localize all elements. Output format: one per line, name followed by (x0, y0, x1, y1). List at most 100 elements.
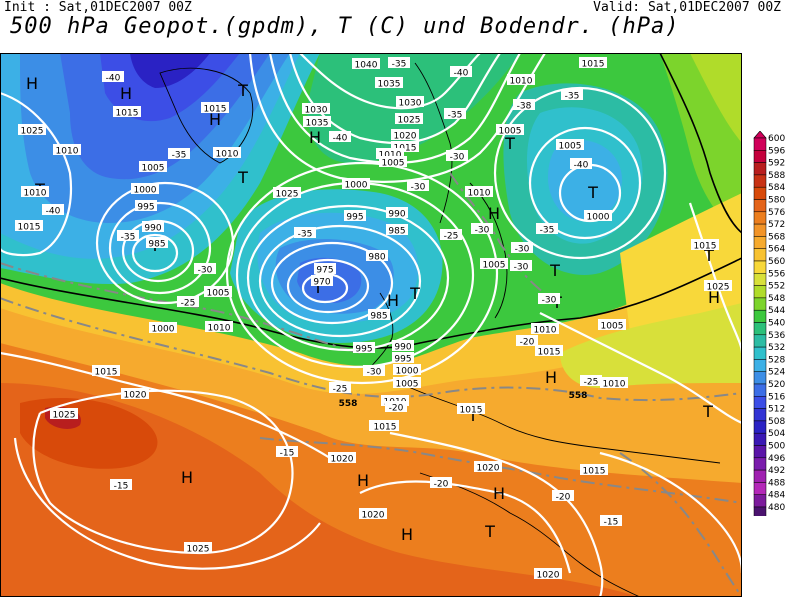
isotherm-20 (0, 297, 742, 402)
isobar-value-label: 1000 (396, 367, 419, 377)
low-center-label: T (504, 134, 515, 153)
isobar-value-label-box (303, 116, 331, 127)
isobar-value-label-box (121, 388, 149, 399)
isobar-value-label-box (584, 210, 612, 221)
contour-558-label: 558 (569, 391, 588, 401)
isobar-value-label-box (395, 113, 423, 124)
scale-swatch (753, 199, 767, 213)
scale-swatch (753, 371, 767, 385)
scale-swatch (753, 150, 767, 163)
scale-swatch (753, 457, 767, 471)
isobar-value-label-box (311, 275, 333, 286)
isobar-value-label-box (149, 322, 177, 333)
isobar-value-label: 1015 (374, 423, 397, 433)
scale-value-label: 600 (768, 134, 785, 144)
isobar-value-label: 1025 (53, 411, 76, 421)
isobar-value-label-box (366, 250, 388, 261)
isobar-value-label: 985 (148, 240, 165, 250)
isobar-value-label: 980 (368, 253, 385, 263)
scale-swatch (753, 469, 767, 483)
high-center-label: H (26, 74, 38, 93)
isotherm-value-label: -20 (434, 480, 449, 490)
isotherm-value-label-box (561, 89, 583, 100)
isotherm-value-label-box (276, 446, 298, 457)
isobar-value-label: 990 (394, 343, 411, 353)
isobar-value-label-box (507, 74, 535, 85)
isobar-value-label-box (396, 96, 424, 107)
isotherm-value-label: -35 (172, 151, 187, 161)
low-center-label: T (312, 278, 323, 297)
isobar-1020 (248, 53, 546, 183)
isobar-value-label: 970 (313, 278, 330, 288)
isobar-value-label: 1035 (378, 80, 401, 90)
isobar-value-label-box (204, 286, 232, 297)
isobar-west-1000 (95, 181, 235, 305)
isobar-east-1010 (493, 86, 667, 260)
isotherm-value-label: -40 (106, 74, 121, 84)
isotherm-value-label-box (329, 131, 351, 142)
isobar-value-label: 1025 (707, 283, 730, 293)
scale-value-label: 564 (768, 245, 785, 255)
scale-swatch (753, 506, 767, 516)
scale-value-label: 568 (768, 232, 785, 242)
isotherm-value-label: -30 (411, 183, 426, 193)
scale-value-label: 480 (768, 503, 785, 513)
isotherm-value-label-box (363, 365, 385, 376)
high-center-label: H (309, 128, 321, 147)
isobar-value-label-box (376, 148, 404, 159)
isobar-1015-ne (688, 202, 742, 354)
isotherm-value-label: -25 (333, 385, 348, 395)
scale-value-label: 532 (768, 343, 785, 353)
isobar-value-label-box (391, 141, 419, 152)
isotherm-value-label-box (444, 108, 466, 119)
isotherm-value-label: -20 (389, 404, 404, 414)
isobar-value-label-box (535, 345, 563, 356)
isobar-value-label-box (392, 352, 414, 363)
ne-zone-552 (690, 53, 742, 143)
isotherm-value-label-box (580, 375, 602, 386)
isobar-value-label-box (386, 224, 408, 235)
isotherm-value-label-box (552, 490, 574, 501)
scale-value-label: 516 (768, 392, 785, 402)
isobar-value-label-box (704, 280, 732, 291)
color-scale-bars (753, 131, 767, 516)
scale-value-label: 552 (768, 282, 785, 292)
isotherm-value-label: -20 (556, 493, 571, 503)
isobar-value-label: 1015 (583, 467, 606, 477)
isobar-value-label: 1030 (305, 106, 328, 116)
isobar-value-label-box (393, 377, 421, 388)
isobar-value-label: 1020 (537, 571, 560, 581)
isobar-value-label-box (359, 508, 387, 519)
isobar-value-label: 1005 (142, 164, 165, 174)
isobar-value-label: 1010 (24, 189, 47, 199)
valid-time: Valid: Sat,01DEC2007 00Z (593, 0, 781, 15)
isobar-value-label-box (184, 542, 212, 553)
isotherm-value-label: -25 (444, 232, 459, 242)
isobar-value-label-box (379, 156, 407, 167)
mediterranean-coast (419, 472, 641, 597)
scale-swatch (753, 260, 767, 274)
isobar-value-label: 1030 (399, 99, 422, 109)
scale-value-label: 488 (768, 478, 785, 488)
isobar-value-label: 995 (355, 345, 372, 355)
isotherm-value-label-box (388, 57, 410, 68)
isobar-value-label: 975 (316, 266, 333, 276)
scale-swatch (753, 186, 767, 200)
isobar-value-label-box (205, 321, 233, 332)
high-center-label: H (488, 204, 500, 223)
isotherm-value-label-box (102, 71, 124, 82)
isobar-1025-hi (13, 437, 321, 570)
isobar-value-label: 1000 (134, 186, 157, 196)
isobar-value-label: 1015 (204, 105, 227, 115)
high-center-label: H (357, 471, 369, 490)
isobar-value-label-box (353, 342, 375, 353)
isobar-value-label: 1015 (460, 406, 483, 416)
isobar-value-label: 1010 (208, 324, 231, 334)
isotherm-value-label-box (430, 477, 452, 488)
isobar-value-label-box (302, 103, 330, 114)
isobar-value-label-box (139, 161, 167, 172)
isobar-value-label-box (146, 237, 168, 248)
high-center-label: H (209, 110, 221, 129)
isotherm-value-label: -35 (540, 226, 555, 236)
isobar-value-label-box (15, 220, 43, 231)
